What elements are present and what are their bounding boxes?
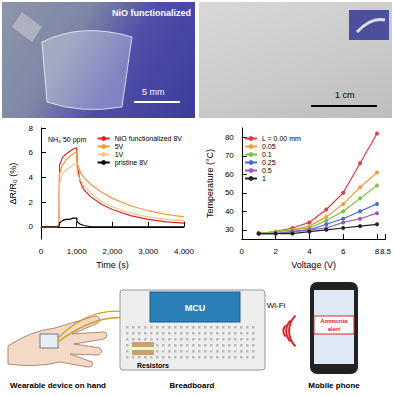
svg-text:alert: alert — [328, 326, 341, 332]
svg-text:0.1: 0.1 — [262, 151, 272, 158]
svg-text:8: 8 — [29, 124, 34, 133]
svg-text:Time (s): Time (s) — [96, 260, 129, 270]
svg-text:70: 70 — [225, 151, 234, 160]
svg-text:30: 30 — [225, 225, 234, 234]
html-text:1 cm: 1 cm — [335, 90, 355, 100]
svg-text:0.05: 0.05 — [262, 143, 276, 150]
svg-text:Resistors: Resistors — [137, 362, 169, 369]
svg-text:40: 40 — [225, 207, 234, 216]
svg-text:4: 4 — [307, 247, 312, 256]
svg-text:MCU: MCU — [185, 303, 206, 313]
svg-text:0.25: 0.25 — [262, 159, 276, 166]
svg-text:0: 0 — [39, 247, 44, 256]
svg-text:Temperature (°C): Temperature (°C) — [205, 149, 215, 218]
svg-text:60: 60 — [225, 170, 234, 179]
svg-text:8.5: 8.5 — [380, 247, 392, 256]
svg-text:3,000: 3,000 — [138, 247, 159, 256]
svg-text:8: 8 — [374, 246, 380, 256]
svg-text:pristine 8V: pristine 8V — [115, 159, 148, 167]
svg-text:1: 1 — [262, 175, 266, 182]
svg-text:2: 2 — [29, 198, 34, 207]
svg-text:0: 0 — [240, 247, 245, 256]
svg-text:5V: 5V — [115, 143, 124, 150]
svg-text:Breadboard: Breadboard — [170, 381, 215, 390]
svg-text:50: 50 — [225, 188, 234, 197]
svg-text:2,000: 2,000 — [102, 247, 123, 256]
svg-text:0.5: 0.5 — [262, 167, 272, 174]
html-text:NiO functionalized: NiO functionalized — [112, 8, 191, 18]
svg-text:ΔR/R₀ (%): ΔR/R₀ (%) — [8, 163, 18, 205]
svg-text:4,000: 4,000 — [174, 247, 195, 256]
svg-text:0: 0 — [29, 222, 34, 231]
svg-text:2: 2 — [273, 247, 278, 256]
svg-text:Wearable device on hand: Wearable device on hand — [10, 381, 106, 390]
svg-text:Ammonia: Ammonia — [320, 318, 348, 324]
html-text:5 mm: 5 mm — [142, 87, 165, 97]
svg-text:1V: 1V — [115, 151, 124, 158]
svg-text:6: 6 — [29, 148, 34, 157]
svg-text:Wi-Fi: Wi-Fi — [267, 301, 286, 310]
svg-text:L = 0.00 mm: L = 0.00 mm — [262, 135, 301, 142]
svg-text:NiO functionalized 8V: NiO functionalized 8V — [115, 135, 183, 142]
svg-text:6: 6 — [341, 247, 346, 256]
svg-text:Voltage (V): Voltage (V) — [291, 260, 336, 270]
svg-text:1,000: 1,000 — [67, 247, 88, 256]
svg-text:4: 4 — [29, 173, 34, 182]
svg-text:80: 80 — [225, 133, 234, 142]
svg-text:NH₃ 50 ppm: NH₃ 50 ppm — [48, 136, 86, 144]
svg-text:Mobile phone: Mobile phone — [308, 381, 360, 390]
